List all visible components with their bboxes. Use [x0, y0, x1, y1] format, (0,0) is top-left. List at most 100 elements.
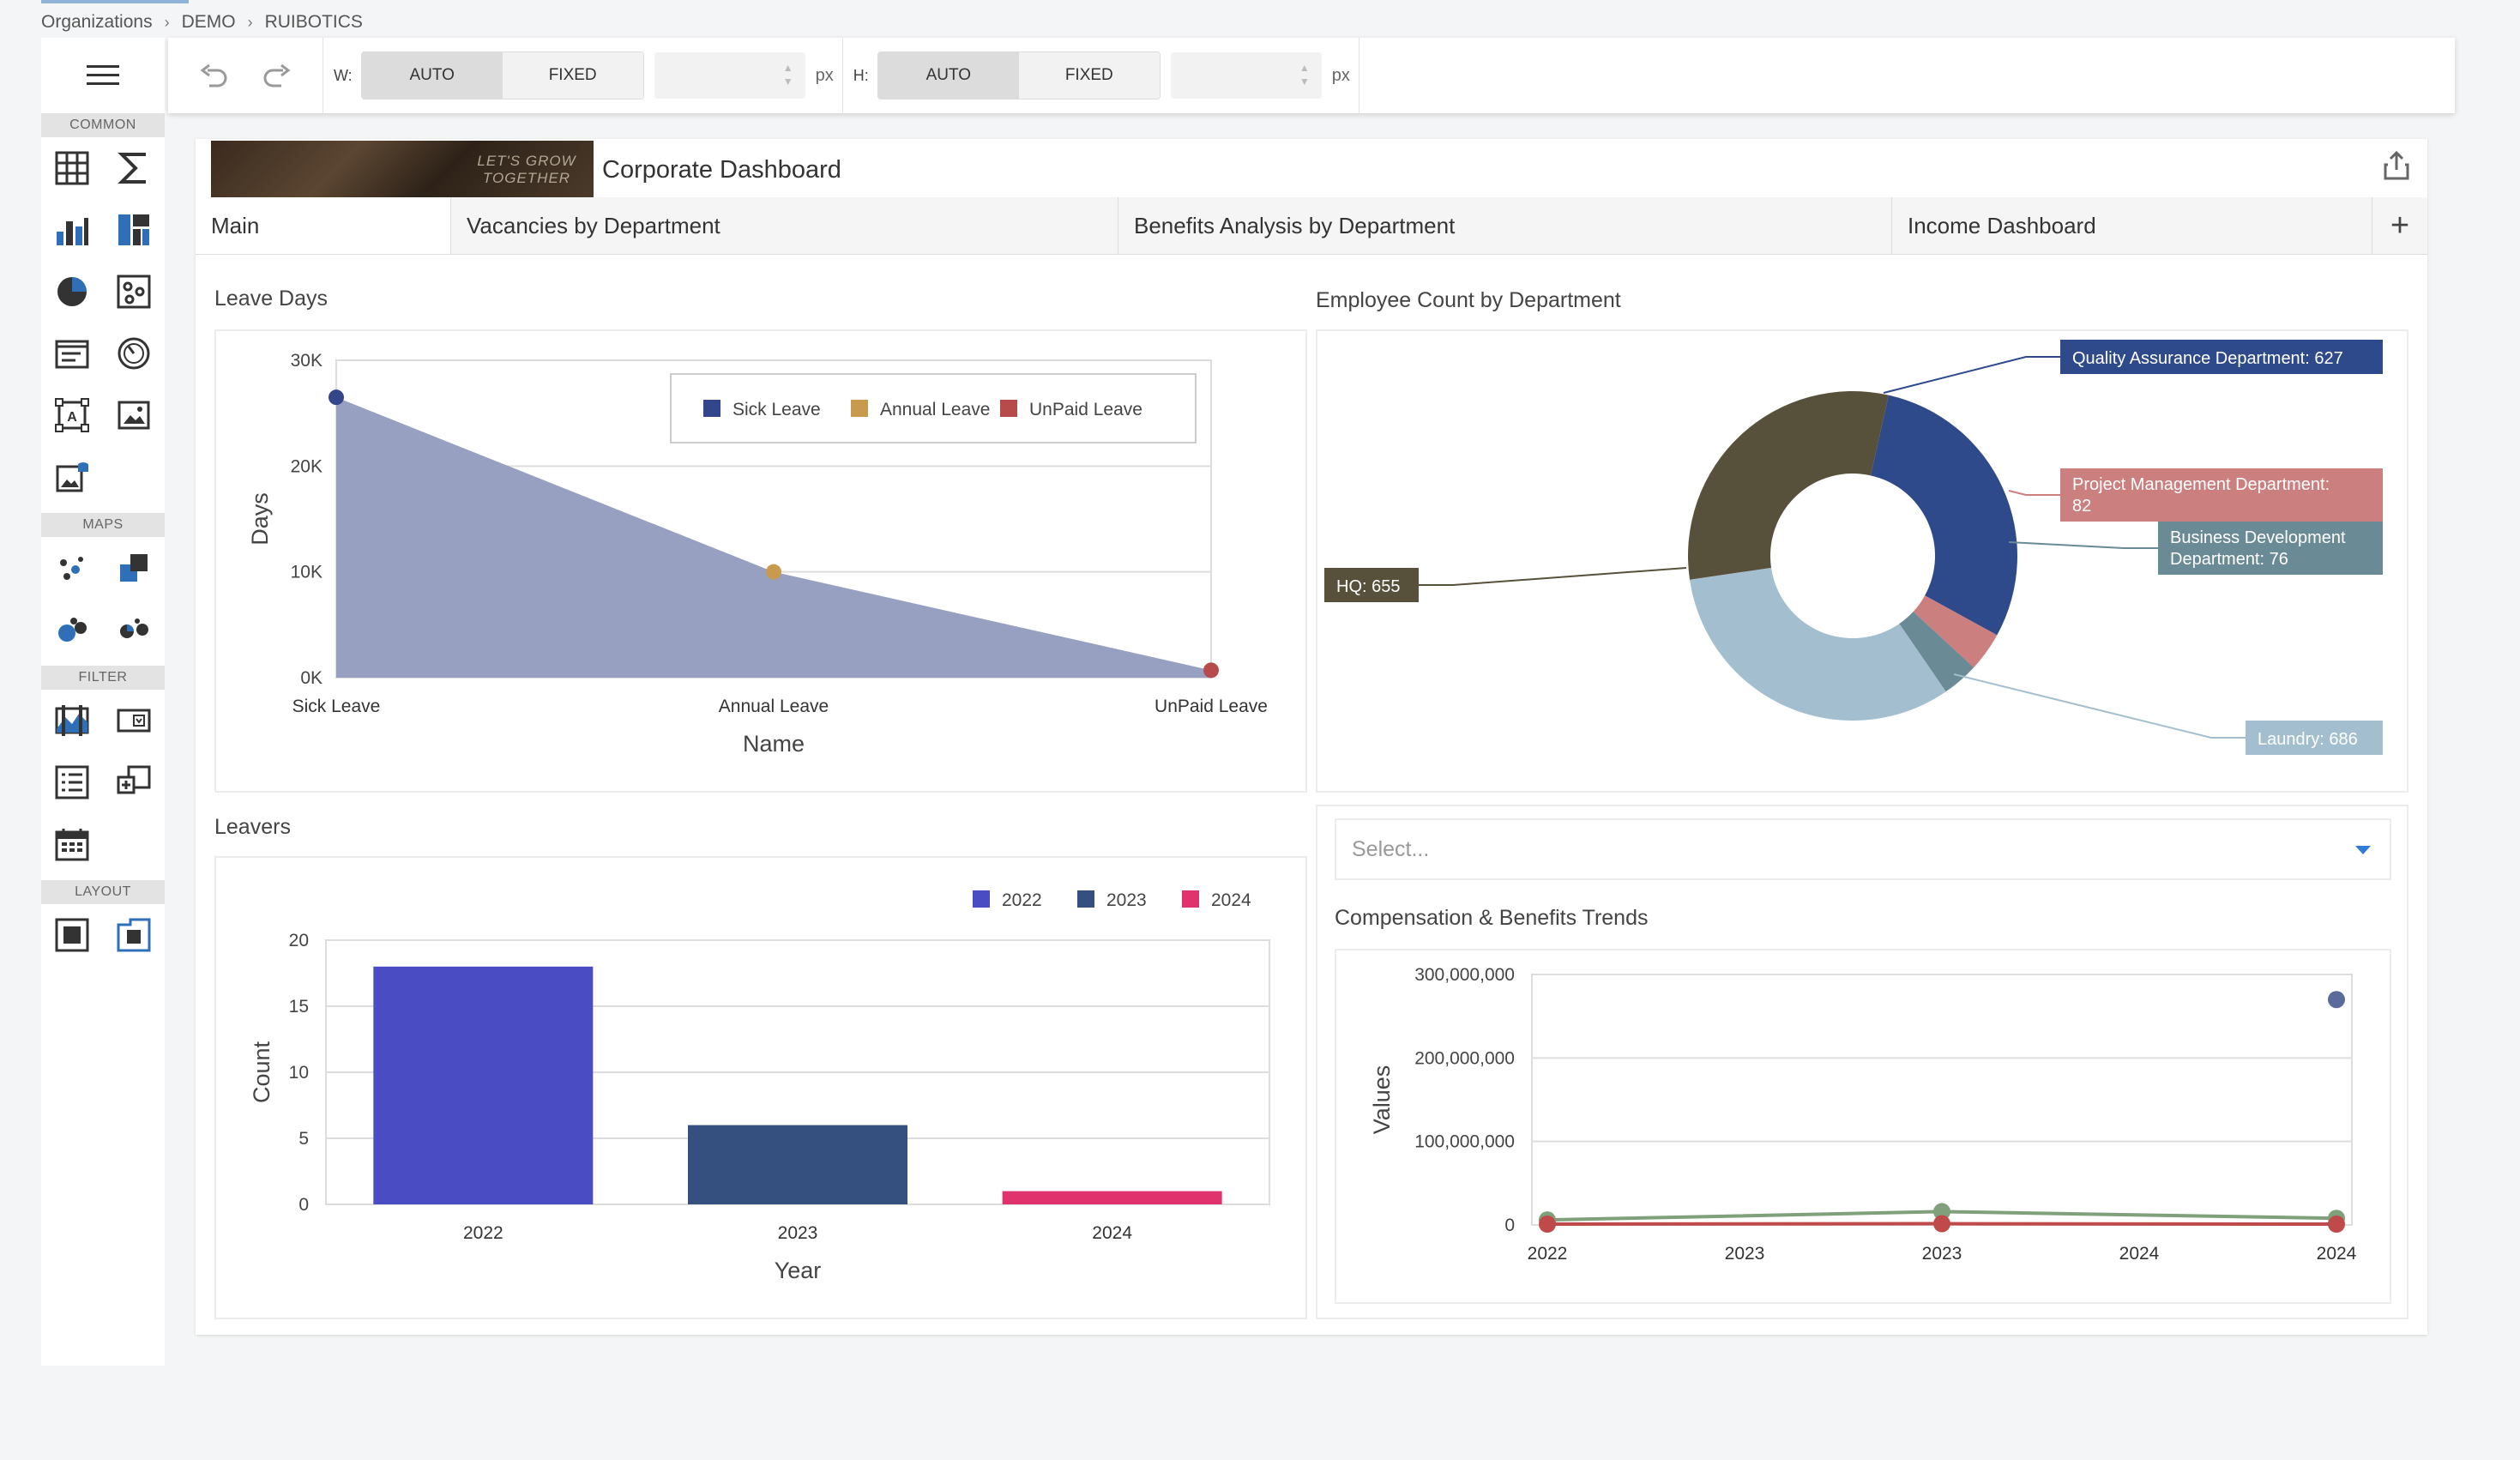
y-tick-label: 0 [298, 1195, 309, 1215]
choropleth-widget-button[interactable] [103, 537, 165, 599]
share-icon[interactable] [2383, 151, 2410, 180]
data-point [1933, 1215, 1950, 1233]
height-auto-button[interactable]: AUTO [877, 52, 1019, 99]
legend-label: Sick Leave [732, 400, 821, 419]
data-point [329, 389, 344, 406]
bubble-map-widget-button[interactable] [41, 599, 103, 661]
redo-icon[interactable] [262, 63, 292, 87]
width-stepper-icon[interactable]: ▲ ▼ [782, 62, 793, 87]
dashboard-canvas: LET'S GROW TOGETHER Corporate Dashboard … [196, 139, 2427, 1335]
width-fixed-button[interactable]: FIXED [502, 52, 643, 99]
slice-label-box [2060, 468, 2383, 522]
width-input[interactable]: ▲ ▼ [654, 52, 805, 99]
y-tick-label: 0K [300, 668, 323, 688]
tree-view-widget-button[interactable] [103, 751, 165, 813]
donut-slice [1899, 612, 1974, 692]
y-tick-label: 20K [291, 456, 323, 476]
donut-slice [1913, 595, 1998, 668]
pie-map-widget-button[interactable] [103, 599, 165, 661]
bound-image-widget-button[interactable] [41, 446, 103, 508]
tab-benefits-analysis[interactable]: Benefits Analysis by Department [1118, 197, 1892, 254]
chevron-right-icon: › [164, 13, 170, 31]
legend-label: UnPaid Leave [1029, 400, 1142, 419]
image-widget-button[interactable] [103, 384, 165, 446]
tab-vacancies[interactable]: Vacancies by Department [451, 197, 1118, 254]
combo-box-icon [117, 709, 151, 733]
tab-container-widget-button[interactable] [103, 904, 165, 966]
treemap-icon [118, 214, 149, 245]
pie-chart-icon [57, 277, 87, 306]
text-box-widget-button[interactable]: A [41, 384, 103, 446]
legend-swatch [703, 400, 720, 417]
width-mode-toggle: AUTO FIXED [360, 51, 644, 100]
slice-label: Project Management Department: [2072, 475, 2330, 494]
bar-chart-icon [57, 218, 88, 245]
leave-days-chart: 0K 10K 20K 30K Sick Leave Annual Leave UnPaid … [247, 351, 1268, 757]
layout-widgets [41, 904, 165, 966]
breadcrumb-item-organizations[interactable]: Organizations [41, 12, 153, 32]
legend-swatch [1182, 890, 1199, 908]
bubble-map-icon [58, 618, 87, 642]
leavers-chart: 0 5 10 15 20 2022 2023 2024 Year Count 2022 2023 202… [249, 890, 1270, 1283]
x-tick-label: UnPaid Leave [1154, 697, 1268, 716]
date-filter-widget-button[interactable] [41, 813, 103, 875]
select-placeholder: Select... [1352, 836, 1430, 861]
tab-income-dashboard[interactable]: Income Dashboard [1892, 197, 2372, 254]
leave-days-title: Leave Days [214, 287, 329, 311]
table-widget-button[interactable] [41, 137, 103, 199]
employee-count-chart: Quality Assurance Department: 627 Project… [1324, 340, 2383, 755]
height-fixed-button[interactable]: FIXED [1018, 52, 1160, 99]
x-tick-label: 2023 [1725, 1244, 1765, 1264]
height-input[interactable]: ▲ ▼ [1170, 52, 1322, 99]
height-unit: px [1331, 65, 1350, 85]
breadcrumb-item-ruibotics[interactable]: RUIBOTICS [264, 12, 363, 32]
tab-main[interactable]: Main [196, 197, 451, 254]
add-tab-button[interactable]: + [2390, 207, 2410, 244]
sigma-widget-button[interactable] [103, 137, 165, 199]
layout-toolbar: W: AUTO FIXED ▲ ▼ px H: AUTO FIXED ▲ ▼ px [168, 38, 2455, 113]
undo-redo-group [168, 38, 323, 113]
employee-count-widget: Quality Assurance Department: 627 Project… [1316, 329, 2408, 793]
y-axis-title: Values [1369, 1065, 1395, 1135]
combo-box-widget-button[interactable] [103, 690, 165, 751]
svg-text:A: A [67, 410, 77, 425]
breadcrumb-item-demo[interactable]: DEMO [181, 12, 236, 32]
slice-label-box [1324, 568, 1419, 602]
width-auto-button[interactable]: AUTO [361, 52, 503, 99]
slice-label-box [2060, 340, 2383, 374]
section-layout: LAYOUT [41, 880, 165, 904]
gauge-widget-button[interactable] [103, 323, 165, 384]
employee-count-title: Employee Count by Department [1316, 288, 1621, 312]
card-widget-button[interactable] [41, 323, 103, 384]
hamburger-menu-button[interactable] [41, 38, 165, 113]
x-axis-title: Year [775, 1258, 822, 1283]
leavers-title: Leavers [214, 815, 291, 839]
y-tick-label: 10K [291, 563, 323, 582]
dashboard-title: Corporate Dashboard [602, 156, 841, 184]
toolbar-divider [841, 38, 843, 113]
pie-chart-widget-button[interactable] [41, 261, 103, 323]
height-stepper-icon[interactable]: ▲ ▼ [1299, 62, 1310, 87]
data-point [1933, 1203, 1950, 1221]
chevron-right-icon: › [247, 13, 253, 31]
leader-line [1419, 567, 1687, 586]
choropleth-icon [120, 554, 148, 582]
compensation-title: Compensation & Benefits Trends [1335, 906, 1649, 930]
legend-swatch [851, 400, 868, 417]
dashboard-tabs: Main Vacancies by Department Benefits An… [196, 197, 2427, 255]
scatter-icon [117, 275, 151, 309]
group-widget-button[interactable] [41, 904, 103, 966]
bar-chart-widget-button[interactable] [41, 199, 103, 261]
scatter-widget-button[interactable] [103, 261, 165, 323]
range-filter-widget-button[interactable] [41, 690, 103, 751]
x-tick-label: 2022 [1528, 1244, 1568, 1264]
x-axis-title: Name [743, 731, 805, 757]
slice-label: Laundry: 686 [2258, 730, 2358, 749]
tree-view-icon [117, 765, 151, 794]
department-select[interactable]: Select... [1335, 818, 2391, 880]
geo-points-widget-button[interactable] [41, 537, 103, 599]
slice-label: 82 [2072, 497, 2091, 516]
list-box-widget-button[interactable] [41, 751, 103, 813]
undo-icon[interactable] [199, 63, 228, 87]
treemap-widget-button[interactable] [103, 199, 165, 261]
